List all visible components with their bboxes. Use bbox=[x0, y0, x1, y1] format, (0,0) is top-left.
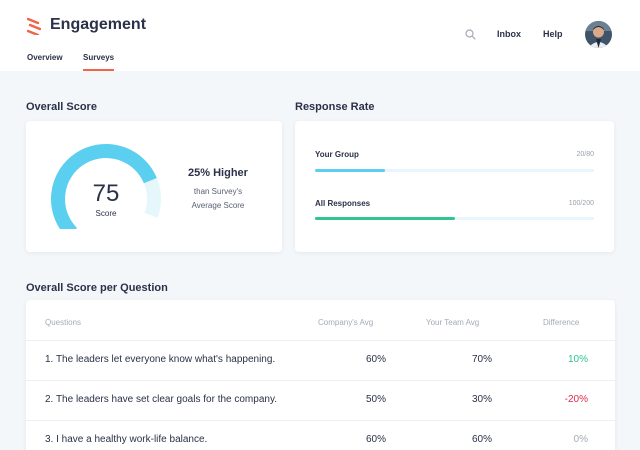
tab-overview[interactable]: Overview bbox=[27, 53, 63, 62]
score-value: 75 bbox=[92, 180, 120, 207]
score-label: Score bbox=[95, 209, 117, 218]
score-comparison-line2: Average Score bbox=[191, 201, 245, 210]
difference-value: 0% bbox=[573, 434, 588, 445]
column-header-team-avg: Your Team Avg bbox=[426, 318, 480, 327]
overall-score-title: Overall Score bbox=[26, 101, 97, 113]
score-comparison-title: 25% Higher bbox=[188, 167, 248, 179]
app-title: Engagement bbox=[50, 16, 147, 33]
difference-value: -20% bbox=[564, 394, 588, 405]
your-group-count: 20/80 bbox=[576, 151, 594, 158]
response-rate-title: Response Rate bbox=[295, 101, 375, 113]
your-group-progress-fill bbox=[315, 169, 385, 172]
company-avg-value: 60% bbox=[365, 434, 386, 445]
your-group-label: Your Group bbox=[315, 150, 359, 159]
question-text: 3. I have a healthy work-life balance. bbox=[45, 434, 208, 445]
table-row[interactable]: 3. I have a healthy work-life balance. 6… bbox=[26, 420, 615, 450]
question-text: 1. The leaders let everyone know what's … bbox=[45, 354, 276, 365]
inbox-link[interactable]: Inbox bbox=[497, 29, 521, 39]
table-row[interactable]: 2. The leaders have set clear goals for … bbox=[26, 380, 615, 420]
difference-value: 10% bbox=[567, 354, 588, 365]
all-responses-progress-fill bbox=[315, 217, 455, 220]
tab-surveys[interactable]: Surveys bbox=[83, 53, 115, 71]
per-question-title: Overall Score per Question bbox=[26, 282, 168, 294]
score-comparison-subtitle: than Survey's Average Score bbox=[176, 185, 260, 213]
overall-score-card: 75 Score 25% Higher than Survey's Averag… bbox=[26, 121, 282, 252]
per-question-table: Questions Company's Avg Your Team Avg Di… bbox=[26, 300, 615, 450]
table-row[interactable]: 1. The leaders let everyone know what's … bbox=[26, 340, 615, 380]
score-gauge bbox=[51, 143, 161, 229]
question-text: 2. The leaders have set clear goals for … bbox=[45, 394, 277, 405]
all-responses-count: 100/200 bbox=[568, 200, 594, 207]
gauge-fill bbox=[51, 144, 157, 229]
team-avg-value: 60% bbox=[471, 434, 492, 445]
search-icon[interactable] bbox=[465, 29, 476, 40]
team-avg-value: 70% bbox=[471, 354, 492, 365]
brand-logo-icon[interactable] bbox=[27, 17, 41, 35]
top-header: Engagement Overview Surveys Inbox Help bbox=[0, 0, 640, 71]
column-header-company-avg: Company's Avg bbox=[318, 318, 374, 327]
team-avg-value: 30% bbox=[471, 394, 492, 405]
all-responses-label: All Responses bbox=[315, 199, 371, 208]
all-responses-progress bbox=[315, 217, 594, 220]
company-avg-value: 50% bbox=[365, 394, 386, 405]
response-rate-card: Your Group 20/80 All Responses 100/200 bbox=[295, 121, 614, 252]
your-group-progress bbox=[315, 169, 594, 172]
score-comparison-line1: than Survey's bbox=[193, 187, 243, 196]
column-header-questions: Questions bbox=[45, 318, 82, 327]
user-avatar[interactable] bbox=[585, 21, 612, 48]
company-avg-value: 60% bbox=[365, 354, 386, 365]
help-link[interactable]: Help bbox=[543, 29, 563, 39]
column-header-difference: Difference bbox=[543, 318, 580, 327]
